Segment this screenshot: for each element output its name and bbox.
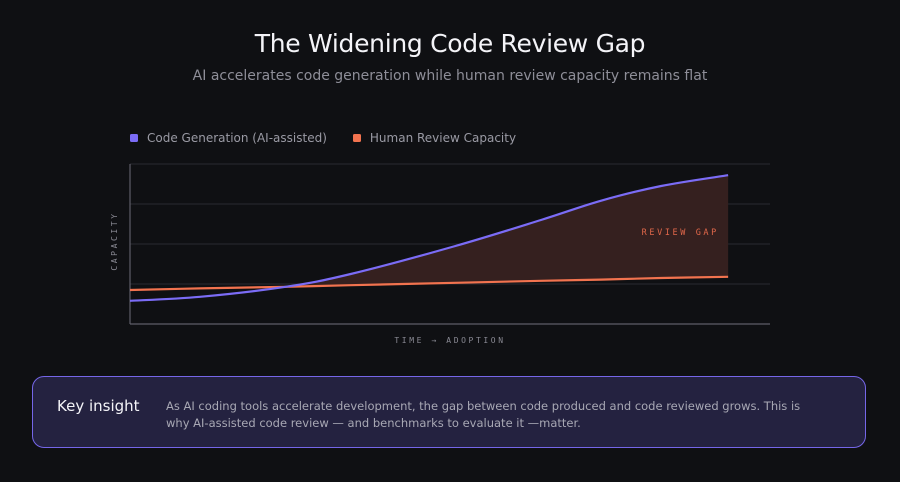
legend-item-human-review: Human Review Capacity xyxy=(352,131,517,145)
x-axis-label: TIME → ADOPTION xyxy=(394,336,505,345)
chart-subtitle: AI accelerates code generation while hum… xyxy=(192,68,708,84)
y-axis-label: CAPACITY xyxy=(110,211,119,270)
legend-swatch-code-generation xyxy=(130,134,138,142)
insight-body: As AI coding tools accelerate developmen… xyxy=(166,399,801,430)
insight-title: Key insight xyxy=(57,397,140,415)
review-gap-label: REVIEW GAP xyxy=(642,228,719,238)
legend-item-code-generation: Code Generation (AI-assisted) xyxy=(130,131,327,145)
key-insight-callout: Key insight As AI coding tools accelerat… xyxy=(32,376,866,448)
axes xyxy=(129,164,770,325)
legend: Code Generation (AI-assisted) Human Revi… xyxy=(130,131,542,145)
series-line-human-review xyxy=(129,275,729,292)
legend-swatch-human-review xyxy=(352,134,361,142)
chart-title: The Widening Code Review Gap xyxy=(254,29,646,58)
legend-label-code-generation: Code Generation (AI-assisted) xyxy=(147,131,327,145)
series-line-code-generation xyxy=(129,174,729,302)
legend-label-human-review: Human Review Capacity xyxy=(369,131,517,145)
